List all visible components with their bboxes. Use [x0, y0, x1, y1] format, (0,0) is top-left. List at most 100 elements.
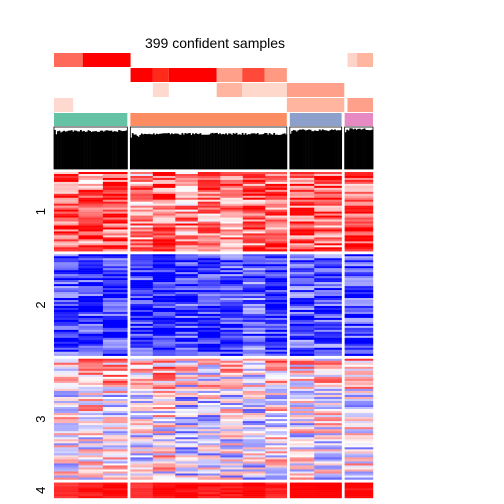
heatmap-cell: [220, 317, 244, 321]
heatmap-cell: [265, 401, 288, 404]
heatmap-cell: [220, 382, 244, 386]
heatmap-cell: [102, 229, 128, 232]
heatmap-cell: [314, 201, 342, 204]
heatmap-cell: [344, 482, 374, 485]
heatmap-cell: [152, 429, 176, 432]
heatmap-cell: [102, 225, 128, 228]
heatmap-cell: [175, 223, 199, 226]
heatmap-cell: [314, 177, 342, 181]
heatmap-cell: [242, 331, 266, 335]
heatmap-cell: [130, 455, 154, 458]
heatmap-cell: [289, 209, 315, 212]
heatmap-cell: [197, 384, 221, 388]
heatmap-cell: [78, 266, 104, 269]
heatmap-cell: [265, 455, 288, 458]
heatmap-cell: [78, 298, 104, 301]
heatmap-cell: [265, 405, 288, 408]
heatmap-cell: [314, 419, 342, 422]
heatmap-cell: [130, 405, 154, 408]
heatmap-cell: [175, 351, 199, 354]
silhouette-bar: [255, 134, 258, 169]
heatmap-cell: [265, 473, 288, 476]
heatmap-cell: [344, 249, 374, 252]
heatmap-cell: [220, 235, 244, 238]
heatmap-cell: [314, 368, 342, 372]
heatmap-cell: [54, 409, 79, 412]
heatmap-cell: [130, 419, 154, 422]
heatmap-cell: [152, 398, 176, 402]
heatmap-cell: [152, 199, 176, 202]
silhouette-bar: [189, 133, 191, 169]
heatmap-cell: [175, 469, 199, 472]
heatmap-cell: [344, 453, 374, 456]
heatmap-cell: [242, 339, 266, 343]
heatmap-cell: [197, 362, 221, 365]
heatmap-cell: [265, 333, 288, 337]
heatmap-cell: [78, 433, 104, 436]
heatmap-cell: [314, 425, 342, 428]
heatmap-cell: [175, 396, 199, 400]
heatmap-cell: [197, 335, 221, 339]
heatmap-cell: [242, 260, 266, 263]
heatmap-cell: [152, 175, 176, 179]
heatmap-cell: [175, 298, 199, 301]
silhouette-bar: [258, 134, 261, 169]
heatmap-cell: [242, 425, 266, 428]
heatmap-cell: [54, 376, 79, 380]
heatmap-cell: [344, 294, 374, 297]
heatmap-cell: [265, 195, 288, 198]
heatmap-cell: [265, 496, 288, 499]
heatmap-cell: [265, 331, 288, 335]
silhouette-bar: [252, 133, 255, 169]
heatmap-cell: [220, 307, 244, 311]
heatmap-cell: [197, 386, 221, 390]
heatmap-cell: [242, 477, 266, 480]
heatmap-cell: [54, 473, 79, 476]
silhouette-bar: [213, 133, 215, 169]
heatmap-cell: [289, 437, 315, 440]
heatmap-cell: [220, 266, 244, 269]
heatmap-cell: [54, 195, 79, 198]
heatmap-cell: [130, 475, 154, 478]
annotation-segment: [82, 53, 131, 67]
row-cluster-label: 4: [33, 487, 48, 494]
class-bar: [344, 113, 373, 126]
heatmap-cell: [102, 333, 128, 337]
heatmap-cell: [289, 337, 315, 341]
heatmap-cell: [78, 390, 104, 394]
heatmap-cell: [197, 205, 221, 208]
silhouette-bar: [232, 133, 235, 169]
silhouette-bar: [70, 130, 73, 169]
heatmap-cell: [102, 341, 128, 344]
heatmap-cell: [152, 388, 176, 392]
heatmap-cell: [242, 435, 266, 438]
heatmap-cell: [289, 280, 315, 283]
heatmap-cell: [344, 313, 374, 317]
heatmap-cell: [265, 494, 288, 497]
heatmap-cell: [175, 209, 199, 212]
heatmap-cell: [242, 278, 266, 281]
heatmap-cell: [78, 302, 104, 305]
heatmap-cell: [314, 172, 342, 175]
heatmap-cell: [152, 272, 176, 275]
heatmap-cell: [265, 477, 288, 480]
heatmap-cell: [242, 199, 266, 202]
heatmap-cell: [152, 302, 176, 305]
heatmap-cell: [175, 477, 199, 480]
heatmap-cell: [197, 370, 221, 374]
heatmap-cell: [130, 457, 154, 460]
heatmap-cell: [314, 175, 342, 179]
heatmap-cell: [197, 358, 221, 361]
heatmap-cell: [102, 313, 128, 317]
heatmap-cell: [344, 376, 374, 380]
heatmap-cell: [197, 351, 221, 354]
heatmap-cell: [242, 245, 266, 248]
heatmap-cell: [344, 382, 374, 386]
heatmap-cell: [130, 329, 154, 333]
heatmap-cell: [314, 463, 342, 466]
heatmap-cell: [102, 245, 128, 248]
silhouette-bar: [193, 134, 196, 169]
heatmap-cell: [314, 199, 342, 202]
heatmap-cell: [197, 249, 221, 252]
silhouette-bar: [298, 129, 301, 169]
